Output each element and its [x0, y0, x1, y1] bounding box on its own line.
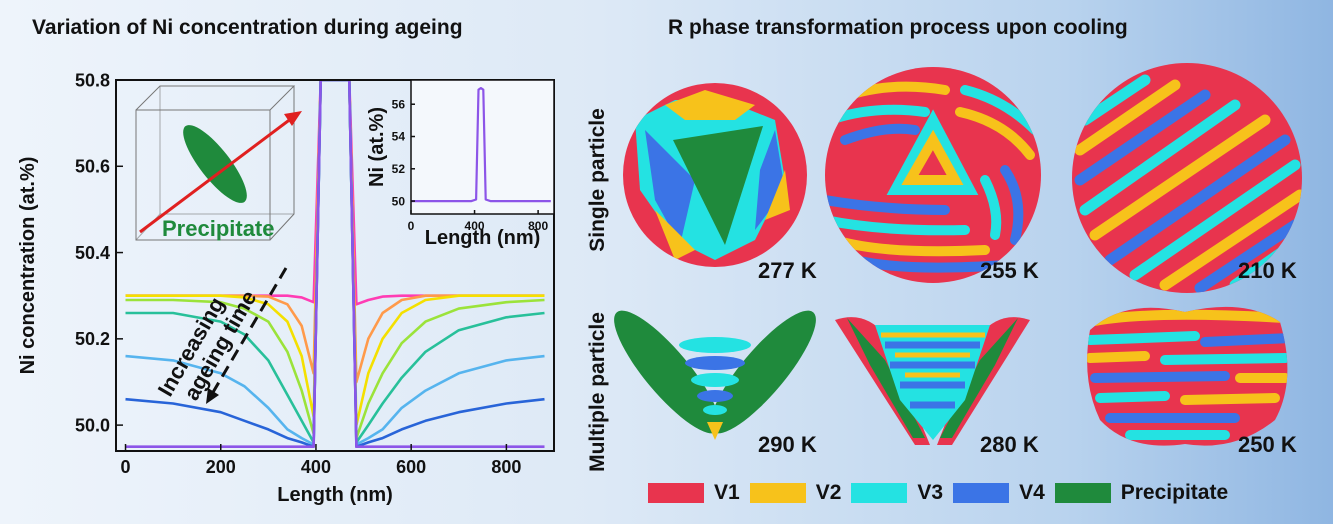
ageing-arrow-line — [210, 267, 288, 395]
series-line-1 — [125, 80, 545, 384]
x-axis-title: Length (nm) — [425, 227, 541, 249]
x-tick-label: 400 — [301, 457, 331, 477]
concentration-chart: 0 200 400 600 800 50.0 50.2 50.4 50.6 50.8 Length … — [17, 70, 555, 506]
x-tick-label: 400 — [465, 219, 485, 233]
x-tick-label: 0 — [121, 457, 131, 477]
temp-277K: 277 K — [758, 258, 817, 283]
series-line-0 — [411, 86, 551, 203]
legend-item-precipitate: Precipitate — [1054, 481, 1229, 505]
legend-item-v3: V3 — [851, 481, 943, 505]
render-single-210K — [1072, 63, 1302, 293]
series-group — [411, 86, 551, 203]
legend-swatch — [1054, 483, 1111, 503]
x-tick-label: 800 — [491, 457, 521, 477]
y-tick-label: 56 — [392, 97, 406, 111]
x-tick-label: 200 — [206, 457, 236, 477]
y-tick-label: 52 — [392, 162, 406, 176]
y-tick-label: 50.8 — [75, 70, 110, 90]
microstructure-renders — [614, 63, 1302, 446]
x-tick-label: 0 — [408, 219, 415, 233]
ageing-arrow-head — [206, 388, 219, 404]
legend-item-v1: V1 — [648, 481, 740, 505]
y-tick-label: 50.6 — [75, 157, 110, 177]
plot-frame — [115, 79, 555, 452]
y-axis-title: Ni concentration (at.%) — [17, 157, 39, 375]
row-label-single-container: Single particle — [575, 80, 621, 280]
legend: V1 V2 V3 V4 Precipitate — [648, 481, 1228, 505]
x-axis-title: Length (nm) — [277, 484, 393, 506]
line-scan-arrow — [139, 116, 293, 234]
left-panel-title: Variation of Ni concentration during age… — [32, 16, 463, 39]
temp-290K: 290 K — [758, 432, 817, 457]
render-single-255K — [825, 67, 1041, 283]
temp-250K: 250 K — [1238, 432, 1297, 457]
series-line-3 — [125, 80, 545, 440]
y-tick-label: 54 — [392, 130, 406, 144]
render-multiple-280K — [835, 317, 1030, 445]
y-tick-label: 50.2 — [75, 329, 110, 349]
precipitate-label: Precipitate — [162, 216, 275, 241]
legend-label: V1 — [714, 481, 740, 504]
precipitate-inset: Precipitate — [135, 85, 302, 241]
legend-label: V4 — [1019, 481, 1045, 504]
series-group — [125, 80, 545, 449]
series-line-6 — [125, 80, 545, 449]
temp-210K: 210 K — [1238, 258, 1297, 283]
legend-swatch — [749, 483, 806, 503]
series-line-7 — [125, 80, 545, 449]
legend-swatch — [851, 483, 908, 503]
plot-frame — [410, 79, 555, 215]
render-multiple-250K — [1087, 306, 1288, 446]
y-tick-label: 50.0 — [75, 415, 110, 435]
series-line-2 — [125, 80, 545, 427]
precipitate-ellipsoid — [183, 125, 247, 203]
legend-item-v2: V2 — [749, 481, 842, 505]
render-single-277K — [623, 83, 807, 267]
row-label-multiple: Multiple particle — [586, 312, 610, 472]
row-label-single: Single particle — [586, 108, 610, 252]
temp-280K: 280 K — [980, 432, 1039, 457]
y-axis-title: Ni (at.%) — [366, 107, 388, 187]
y-tick-label: 50 — [392, 194, 406, 208]
legend-swatch — [953, 483, 1010, 503]
legend-swatch — [648, 483, 704, 503]
legend-label: Precipitate — [1120, 481, 1229, 504]
box-front-face — [135, 109, 271, 241]
legend-label: V2 — [815, 481, 842, 504]
y-tick-label: 50.4 — [75, 243, 110, 263]
legend-label: V3 — [917, 481, 944, 504]
x-tick-label: 600 — [396, 457, 426, 477]
x-tick-label: 800 — [528, 219, 548, 233]
right-panel-title: R phase transformation process upon cool… — [668, 16, 1128, 39]
series-line-5 — [125, 80, 545, 446]
ageing-time-annotation: Increasing ageing time — [153, 267, 288, 405]
arrow-head — [284, 111, 302, 126]
row-label-multiple-container: Multiple particle — [575, 282, 621, 502]
temp-255K: 255 K — [980, 258, 1039, 283]
render-multiple-290K — [614, 310, 816, 440]
series-line-4 — [125, 80, 545, 444]
box-top-edge — [135, 85, 296, 111]
legend-item-v4: V4 — [953, 481, 1045, 505]
